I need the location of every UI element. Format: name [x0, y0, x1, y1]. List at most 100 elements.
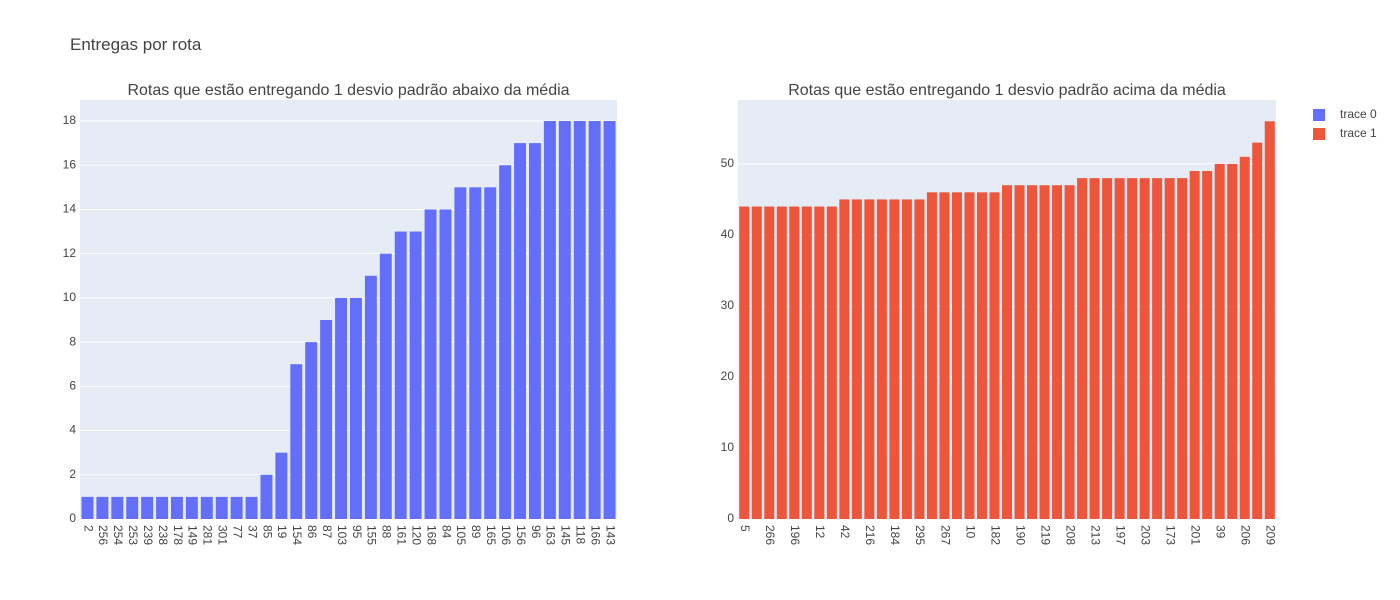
bar: [573, 121, 586, 519]
bar: [1064, 185, 1075, 519]
y-tick-label: 14: [63, 202, 77, 216]
bar: [185, 496, 198, 519]
y-tick-label: 10: [721, 440, 735, 454]
x-tick-label: 5: [738, 525, 752, 532]
x-tick-label: 239: [141, 525, 155, 545]
bar: [951, 192, 962, 520]
x-tick-label: 178: [171, 525, 185, 545]
bar: [764, 206, 775, 519]
bar: [379, 253, 392, 520]
figure-title: Entregas por rota: [70, 35, 202, 54]
bar: [215, 496, 228, 519]
bar: [364, 275, 377, 519]
bar: [1077, 178, 1088, 519]
bar: [1014, 185, 1025, 519]
bar: [320, 320, 333, 519]
bar: [543, 121, 556, 519]
bar: [1214, 163, 1225, 519]
bar: [1139, 178, 1150, 519]
bar: [1052, 185, 1063, 519]
bar: [1114, 178, 1125, 519]
bar: [454, 187, 467, 519]
x-tick-label: 208: [1063, 525, 1077, 545]
bar: [826, 206, 837, 519]
bar: [514, 143, 527, 519]
x-tick-label: 106: [499, 525, 513, 545]
bar: [1127, 178, 1138, 519]
x-tick-label: 42: [838, 525, 852, 539]
bar: [230, 496, 243, 519]
x-tick-label: 219: [1038, 525, 1052, 545]
y-tick-label: 18: [63, 113, 77, 127]
y-tick-label: 50: [721, 156, 735, 170]
bar: [603, 121, 616, 519]
legend-label: trace 1: [1340, 126, 1377, 140]
x-tick-label: 86: [305, 525, 319, 539]
bar: [1102, 178, 1113, 519]
bar: [814, 206, 825, 519]
bar: [200, 496, 213, 519]
bar: [839, 199, 850, 520]
legend-swatch: [1313, 128, 1325, 140]
bar: [1001, 185, 1013, 519]
x-tick-label: 118: [574, 525, 588, 544]
bar: [889, 199, 900, 520]
bar: [499, 165, 512, 519]
x-tick-label: 196: [788, 525, 802, 545]
subplot-title: Rotas que estão entregando 1 desvio padr…: [788, 82, 1226, 99]
x-tick-label: 216: [863, 525, 877, 545]
y-tick-label: 4: [69, 423, 76, 437]
x-tick-label: 145: [559, 525, 573, 545]
bar: [81, 496, 94, 519]
x-tick-label: 197: [1113, 525, 1127, 545]
x-tick-label: 209: [1264, 525, 1278, 545]
x-tick-label: 10: [963, 525, 977, 539]
y-tick-label: 30: [721, 298, 735, 312]
x-tick-label: 155: [365, 525, 379, 545]
bar: [989, 192, 1000, 520]
bar: [260, 474, 273, 519]
bar: [776, 206, 787, 519]
bar: [751, 206, 762, 519]
x-tick-label: 103: [335, 525, 349, 545]
bar: [245, 496, 258, 519]
plot-area: [80, 100, 617, 519]
x-tick-label: 156: [514, 525, 528, 545]
x-tick-label: 267: [938, 525, 952, 545]
y-tick-label: 20: [721, 369, 735, 383]
x-tick-label: 37: [245, 525, 259, 539]
subplot-title: Rotas que estão entregando 1 desvio padr…: [127, 82, 569, 99]
y-tick-label: 6: [69, 379, 76, 393]
x-tick-label: 87: [320, 525, 334, 539]
bar: [1189, 171, 1200, 519]
bar: [926, 192, 937, 520]
bar: [424, 209, 437, 519]
x-tick-label: 256: [96, 525, 110, 545]
bar: [335, 297, 348, 519]
bar: [275, 452, 288, 519]
x-tick-label: 238: [156, 525, 170, 545]
bar: [170, 496, 183, 519]
x-tick-label: 253: [126, 525, 140, 545]
bar: [901, 199, 912, 520]
y-tick-label: 2: [69, 467, 76, 481]
y-tick-label: 16: [63, 157, 77, 171]
bar: [1264, 121, 1275, 519]
bar: [851, 199, 862, 520]
bar: [469, 187, 482, 519]
bar: [864, 199, 875, 520]
bar: [1227, 163, 1238, 519]
y-tick-label: 12: [63, 246, 77, 260]
bar: [558, 121, 571, 519]
bar: [1239, 156, 1250, 520]
y-tick-label: 0: [727, 511, 734, 525]
x-tick-label: 184: [888, 525, 902, 545]
bar: [1177, 178, 1188, 519]
legend-label: trace 0: [1340, 107, 1377, 121]
bar: [1152, 178, 1163, 519]
bar: [1252, 142, 1263, 519]
bar: [111, 496, 124, 519]
bar: [290, 364, 303, 519]
x-tick-label: 266: [763, 525, 777, 545]
